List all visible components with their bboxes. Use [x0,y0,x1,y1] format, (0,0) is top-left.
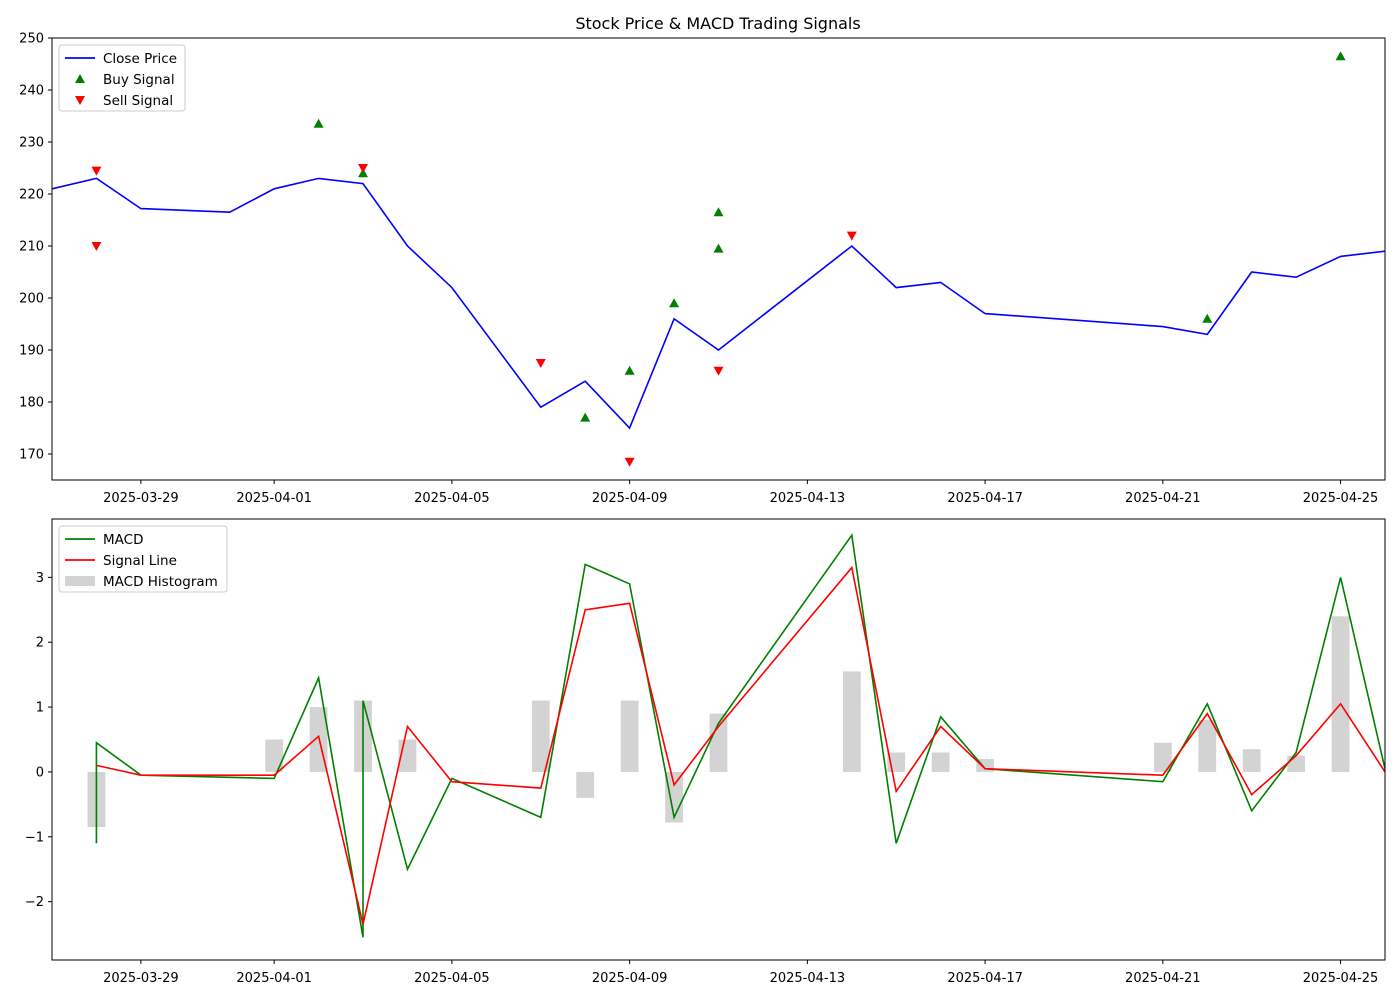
macd-xtick-label: 2025-04-21 [1125,971,1201,986]
price-sell-signal-marker [535,359,546,368]
price-ytick-label: 210 [19,240,44,255]
macd-hist-bar [1242,749,1261,772]
price-buy-signal-marker [580,412,591,422]
price-sell-signal-marker [358,164,369,173]
price-xtick-label: 2025-04-25 [1303,491,1379,506]
price-close-price-line [52,177,1385,430]
price-ytick-label: 190 [19,344,44,359]
price-legend-buy-signal-label: Buy Signal [103,72,175,88]
macd-xtick-label: 2025-04-25 [1303,971,1379,986]
macd-series-group [87,533,1385,938]
macd-legend-signal-line-label: Signal Line [103,553,177,569]
price-ytick-label: 240 [19,84,44,99]
macd-legend-box [58,525,228,593]
price-xtick-label: 2025-04-17 [947,491,1023,506]
macd-legend-macd-label: MACD [103,532,143,548]
price-legend-close-price-label: Close Price [103,51,177,67]
price-legend-buy-signal-swatch [75,74,85,83]
price-ytick-label: 250 [19,32,44,47]
macd-legend-macd-histogram-label: MACD Histogram [103,574,218,590]
price-xtick-label: 2025-04-01 [236,491,312,506]
macd-hist-bar [1331,616,1350,772]
price-legend-sell-signal-swatch [75,96,85,105]
macd-plot: −2 −1 0 1 2 3 2025-03-29 2025-04-01 2025-04-05 20… [25,518,1386,986]
price-ytick-label: 200 [19,292,44,307]
price-sell-signal-marker [624,457,635,467]
price-ytick-label: 230 [19,136,44,151]
macd-hist-bar [1153,742,1172,772]
price-ytick-label: 170 [19,448,44,463]
macd-hist-bar [1287,755,1306,772]
price-xtick-label: 2025-04-13 [770,491,846,506]
price-buy-signal-marker [624,365,635,375]
macd-ytick-label: 3 [36,571,44,586]
macd-hist-bar [531,700,550,772]
macd-xtick-label: 2025-04-09 [592,971,668,986]
price-sell-signal-marker [91,166,102,176]
price-buy-signal-marker [669,298,680,308]
macd-signal-line-line [96,565,1385,925]
price-ytick-label: 180 [19,396,44,411]
macd-axes-frame [51,518,1386,961]
macd-xtick-label: 2025-04-01 [236,971,312,986]
macd-hist-bar [1198,720,1217,772]
macd-hist-bar [842,671,861,772]
macd-hist-bar [620,700,639,772]
macd-hist-bar [709,713,728,772]
macd-xtick-label: 2025-03-29 [103,971,179,986]
macd-ytick-label: −1 [25,830,44,845]
macd-xtick-label: 2025-04-17 [947,971,1023,986]
price-sell-signal-marker [91,242,102,251]
price-xtick-label: 2025-04-05 [414,491,490,506]
price-buy-signal-marker [713,207,724,217]
price-buy-signal-marker [713,243,724,253]
price-buy-signal-marker [1335,51,1346,61]
macd-xtick-label: 2025-04-13 [770,971,846,986]
price-plot: 170 180 190 200 210 220 230 240 250 2025-03-29 202… [19,32,1386,506]
macd-ytick-label: 0 [36,765,44,780]
price-buy-signal-marker [1202,313,1213,323]
price-sell-signal-marker [713,366,724,376]
macd-hist-bar [265,739,284,772]
price-buy-signal-marker [313,118,324,128]
chart-title: Stock Price & MACD Trading Signals [575,14,860,33]
price-series-group [52,51,1385,467]
price-xtick-label: 2025-04-09 [592,491,668,506]
price-legend: Close Price Buy Signal Sell Signal [58,44,186,112]
macd-legend-macd-histogram-swatch [65,576,95,586]
macd-xtick-label: 2025-04-05 [414,971,490,986]
price-legend-box [58,44,186,112]
macd-legend: MACD Signal Line MACD Histogram [58,525,228,593]
price-ytick-label: 220 [19,188,44,203]
macd-ytick-label: 2 [36,636,44,651]
price-legend-sell-signal-label: Sell Signal [103,93,173,109]
price-xtick-label: 2025-03-29 [103,491,179,506]
macd-hist-bar [665,771,683,823]
macd-ytick-label: −2 [25,895,44,910]
macd-macd-line [95,533,1385,938]
macd-hist-bar [931,752,950,772]
macd-hist-bar [576,771,595,798]
price-xtick-label: 2025-04-21 [1125,491,1201,506]
price-axes-frame [51,37,1386,481]
macd-ytick-label: 1 [36,701,44,716]
price-sell-signal-marker [846,231,857,241]
